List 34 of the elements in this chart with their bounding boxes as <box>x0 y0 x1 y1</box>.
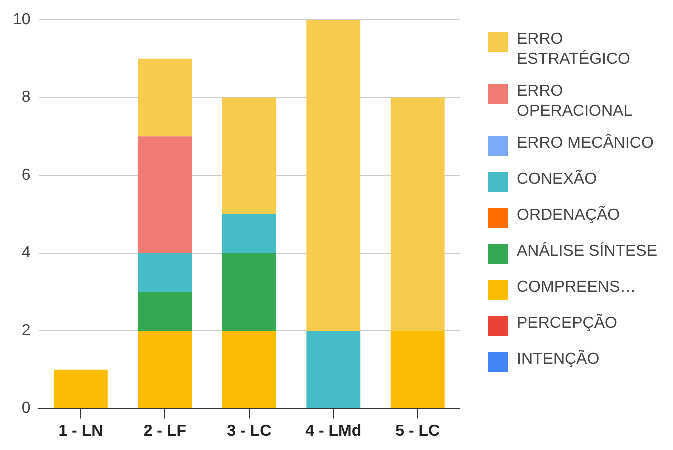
bar <box>306 331 361 408</box>
bar <box>306 20 361 332</box>
y-tick-label: 10 <box>13 11 31 28</box>
bar <box>138 253 192 292</box>
bar <box>222 98 276 214</box>
x-tick-label: 3 - LC <box>227 422 272 440</box>
legend-label: PERCEPÇÃO <box>517 314 618 334</box>
legend-label: ERRO OPERACIONAL <box>517 82 634 122</box>
y-tick-label: 0 <box>22 400 31 418</box>
y-tick-label: 2 <box>22 322 31 340</box>
legend-label: COMPREENS… <box>517 278 636 298</box>
bar <box>390 98 445 332</box>
bar <box>222 331 276 408</box>
bar <box>222 214 276 254</box>
y-tick-label: 8 <box>22 89 31 106</box>
bar <box>222 253 276 332</box>
bar <box>138 292 192 332</box>
bar <box>138 136 192 254</box>
bar <box>138 331 192 408</box>
bar <box>138 58 192 137</box>
legend-label: ERRO ESTRATÉGICO <box>517 30 632 70</box>
legend-label: ERRO MECÂNICO <box>517 134 654 154</box>
legend-label: CONEXÃO <box>517 170 598 190</box>
x-tick-label: 1 - LN <box>58 422 104 440</box>
bar <box>54 370 108 408</box>
legend-label: ANÁLISE SÍNTESE <box>517 242 658 262</box>
y-tick-label: 6 <box>22 166 31 184</box>
legend-label: INTENÇÃO <box>517 350 600 370</box>
y-tick-label: 4 <box>22 244 31 262</box>
legend-label: ORDENAÇÃO <box>517 206 620 226</box>
bar <box>390 331 445 408</box>
x-tick-label: 2 - LF <box>144 422 187 440</box>
x-tick-label: 5 - LC <box>396 422 441 440</box>
x-tick-label: 4 - LMd <box>306 422 362 440</box>
